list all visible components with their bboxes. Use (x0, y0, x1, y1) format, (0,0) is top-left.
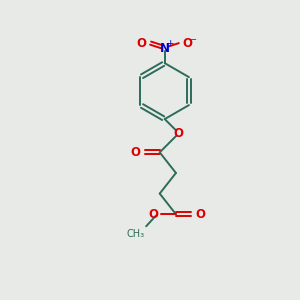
Text: O: O (148, 208, 158, 221)
Text: −: − (189, 34, 197, 45)
Text: N: N (160, 42, 170, 55)
Text: O: O (195, 208, 205, 221)
Text: O: O (130, 146, 140, 159)
Text: O: O (174, 127, 184, 140)
Text: +: + (166, 39, 174, 48)
Text: O: O (183, 37, 193, 50)
Text: CH₃: CH₃ (126, 229, 144, 239)
Text: O: O (137, 37, 147, 50)
